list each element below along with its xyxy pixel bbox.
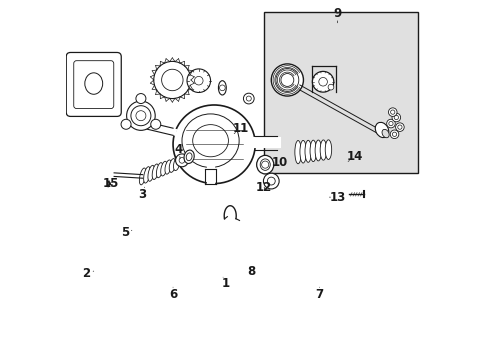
Ellipse shape <box>314 140 321 161</box>
Text: 2: 2 <box>82 267 90 280</box>
Text: 3: 3 <box>138 188 146 201</box>
Circle shape <box>246 96 251 101</box>
Ellipse shape <box>173 157 180 171</box>
Ellipse shape <box>156 163 163 178</box>
Circle shape <box>219 85 225 91</box>
Circle shape <box>393 115 398 120</box>
Ellipse shape <box>299 140 306 163</box>
Ellipse shape <box>126 101 155 130</box>
Ellipse shape <box>161 161 167 176</box>
Circle shape <box>121 119 131 129</box>
Text: 5: 5 <box>121 226 129 239</box>
Ellipse shape <box>381 129 388 138</box>
Circle shape <box>388 121 392 126</box>
Circle shape <box>327 84 333 90</box>
Text: 8: 8 <box>246 265 255 278</box>
Ellipse shape <box>309 140 316 162</box>
Text: 14: 14 <box>346 150 363 163</box>
Text: 6: 6 <box>168 288 177 301</box>
Circle shape <box>263 173 279 189</box>
Circle shape <box>162 69 183 91</box>
Text: 13: 13 <box>328 191 345 204</box>
Circle shape <box>136 111 145 121</box>
Text: 1: 1 <box>222 277 229 290</box>
Ellipse shape <box>186 153 192 161</box>
Text: 7: 7 <box>315 288 323 301</box>
Text: 10: 10 <box>271 156 288 168</box>
Circle shape <box>275 68 298 91</box>
Circle shape <box>153 62 190 99</box>
Circle shape <box>136 94 145 104</box>
Ellipse shape <box>218 81 226 95</box>
FancyBboxPatch shape <box>264 13 417 173</box>
Circle shape <box>390 110 394 114</box>
Text: 15: 15 <box>102 177 119 190</box>
Circle shape <box>387 108 396 116</box>
Circle shape <box>243 93 254 104</box>
Ellipse shape <box>143 167 150 183</box>
Ellipse shape <box>312 71 333 92</box>
Circle shape <box>386 119 394 128</box>
Ellipse shape <box>294 140 301 164</box>
Circle shape <box>186 69 210 93</box>
Circle shape <box>397 125 401 129</box>
Circle shape <box>281 73 293 86</box>
Ellipse shape <box>182 114 239 167</box>
Ellipse shape <box>152 164 158 180</box>
Circle shape <box>318 77 326 86</box>
Text: 4: 4 <box>174 143 182 156</box>
Circle shape <box>271 64 303 96</box>
Circle shape <box>395 123 404 131</box>
Ellipse shape <box>169 159 175 172</box>
Ellipse shape <box>374 122 388 138</box>
Circle shape <box>389 130 398 139</box>
Ellipse shape <box>84 73 102 94</box>
Circle shape <box>175 154 188 167</box>
Circle shape <box>267 177 275 185</box>
Ellipse shape <box>192 125 228 157</box>
Ellipse shape <box>147 165 154 181</box>
Circle shape <box>261 161 268 168</box>
Text: 11: 11 <box>232 122 248 135</box>
Ellipse shape <box>320 140 326 160</box>
FancyBboxPatch shape <box>66 53 121 116</box>
Ellipse shape <box>305 140 311 162</box>
Circle shape <box>150 119 161 129</box>
Circle shape <box>179 157 184 163</box>
Ellipse shape <box>183 150 194 163</box>
Ellipse shape <box>173 105 255 184</box>
Circle shape <box>391 132 396 136</box>
Ellipse shape <box>256 156 273 174</box>
Ellipse shape <box>139 168 146 185</box>
Text: 9: 9 <box>332 8 341 21</box>
Circle shape <box>131 106 151 126</box>
FancyBboxPatch shape <box>74 61 114 109</box>
Ellipse shape <box>164 160 171 174</box>
Ellipse shape <box>325 140 331 159</box>
Text: 12: 12 <box>256 181 272 194</box>
Circle shape <box>194 76 203 85</box>
Ellipse shape <box>260 159 270 170</box>
Circle shape <box>391 113 400 122</box>
